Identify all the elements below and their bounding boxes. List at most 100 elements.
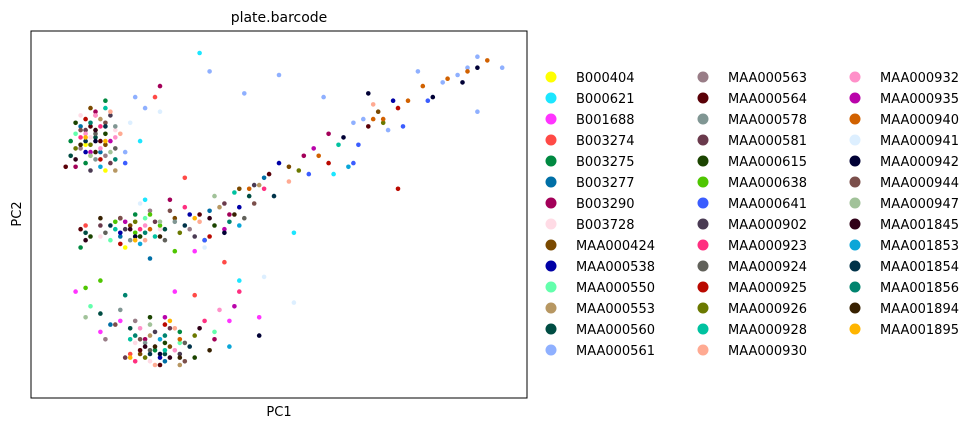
data-point bbox=[93, 135, 98, 140]
data-point bbox=[132, 318, 138, 324]
legend-label: MAA000563 bbox=[728, 71, 807, 86]
data-point bbox=[261, 274, 267, 280]
legend-marker bbox=[697, 260, 709, 272]
legend-marker bbox=[849, 134, 861, 146]
data-point bbox=[137, 348, 143, 353]
legend-label: MAA000923 bbox=[728, 239, 807, 254]
data-point bbox=[132, 212, 138, 217]
data-point bbox=[167, 197, 173, 203]
data-point bbox=[346, 164, 351, 170]
data-point bbox=[430, 94, 436, 100]
data-point bbox=[316, 153, 322, 159]
data-point bbox=[127, 120, 133, 126]
legend-item: MAA001894 bbox=[849, 302, 959, 317]
legend-item: MAA000935 bbox=[849, 92, 959, 107]
data-point bbox=[182, 204, 188, 210]
data-point bbox=[271, 193, 277, 199]
data-point bbox=[93, 127, 98, 133]
data-point bbox=[261, 186, 267, 192]
data-point bbox=[152, 219, 158, 225]
data-point bbox=[118, 307, 123, 313]
legend-label: B000621 bbox=[576, 92, 635, 107]
data-point bbox=[103, 153, 108, 159]
data-point bbox=[331, 171, 336, 177]
data-point bbox=[68, 138, 73, 144]
data-point bbox=[88, 135, 93, 140]
legend-marker bbox=[849, 218, 861, 230]
legend-label: MAA000564 bbox=[728, 92, 807, 107]
legend-label: MAA000560 bbox=[576, 323, 655, 338]
legend-marker bbox=[849, 260, 861, 272]
data-point bbox=[296, 168, 302, 173]
legend-marker bbox=[545, 176, 557, 188]
data-point bbox=[232, 304, 237, 309]
data-point bbox=[113, 168, 118, 173]
legend-item: B001688 bbox=[545, 113, 635, 128]
legend: B000404 B000621 B001688 B003274 B003275 B0032… bbox=[545, 71, 959, 359]
data-point bbox=[237, 278, 242, 283]
data-point bbox=[499, 65, 505, 70]
data-point bbox=[232, 190, 237, 195]
data-point bbox=[108, 223, 113, 228]
data-point bbox=[326, 131, 331, 137]
data-point bbox=[118, 318, 123, 324]
legend-item: MAA000615 bbox=[697, 155, 807, 170]
data-point bbox=[83, 160, 88, 166]
data-point bbox=[276, 72, 282, 78]
legend-item: B003290 bbox=[545, 197, 635, 212]
x-axis-label: PC1 bbox=[266, 405, 291, 420]
data-point bbox=[73, 164, 78, 170]
data-point bbox=[113, 322, 118, 327]
data-point bbox=[73, 157, 78, 162]
data-point bbox=[127, 355, 133, 360]
data-point bbox=[103, 230, 108, 236]
legend-marker bbox=[545, 71, 557, 83]
data-point bbox=[88, 124, 93, 129]
plot-frame bbox=[30, 30, 528, 399]
data-point bbox=[212, 329, 217, 335]
data-point bbox=[356, 142, 361, 148]
legend-item: MAA000581 bbox=[697, 134, 807, 149]
data-point bbox=[118, 230, 123, 236]
data-point bbox=[222, 226, 227, 232]
data-point bbox=[118, 234, 123, 239]
legend-marker bbox=[697, 113, 709, 125]
data-point bbox=[132, 219, 138, 225]
legend-marker bbox=[697, 134, 709, 146]
data-point bbox=[172, 219, 178, 225]
legend-label: MAA000940 bbox=[880, 113, 959, 128]
data-point bbox=[137, 351, 143, 357]
data-point bbox=[127, 226, 133, 232]
data-point bbox=[172, 289, 178, 294]
data-point bbox=[88, 153, 93, 159]
data-point bbox=[98, 157, 103, 162]
legend-label: MAA000538 bbox=[576, 260, 655, 275]
data-point bbox=[227, 212, 232, 217]
data-point bbox=[256, 182, 262, 188]
legend-label: MAA000924 bbox=[728, 260, 807, 275]
data-point bbox=[98, 164, 103, 170]
legend-marker bbox=[545, 281, 557, 293]
legend-item: B003728 bbox=[545, 218, 635, 233]
data-point bbox=[237, 186, 242, 192]
data-point bbox=[242, 91, 247, 96]
data-point bbox=[172, 326, 178, 331]
legend-label: MAA000581 bbox=[728, 134, 807, 149]
data-point bbox=[395, 105, 401, 111]
legend-item: B003275 bbox=[545, 155, 635, 170]
legend-item: MAA000925 bbox=[697, 281, 807, 296]
data-point bbox=[137, 241, 143, 247]
data-point bbox=[177, 329, 183, 335]
data-point bbox=[142, 223, 148, 228]
legend-item: MAA001854 bbox=[849, 260, 959, 275]
legend-label: MAA000638 bbox=[728, 176, 807, 191]
data-point bbox=[88, 149, 93, 155]
legend-label: MAA001856 bbox=[880, 281, 959, 296]
data-point bbox=[192, 292, 197, 298]
data-point bbox=[286, 179, 292, 184]
data-point bbox=[88, 142, 93, 148]
legend-item: MAA000641 bbox=[697, 197, 807, 212]
data-point bbox=[147, 359, 153, 364]
data-point bbox=[88, 234, 93, 239]
